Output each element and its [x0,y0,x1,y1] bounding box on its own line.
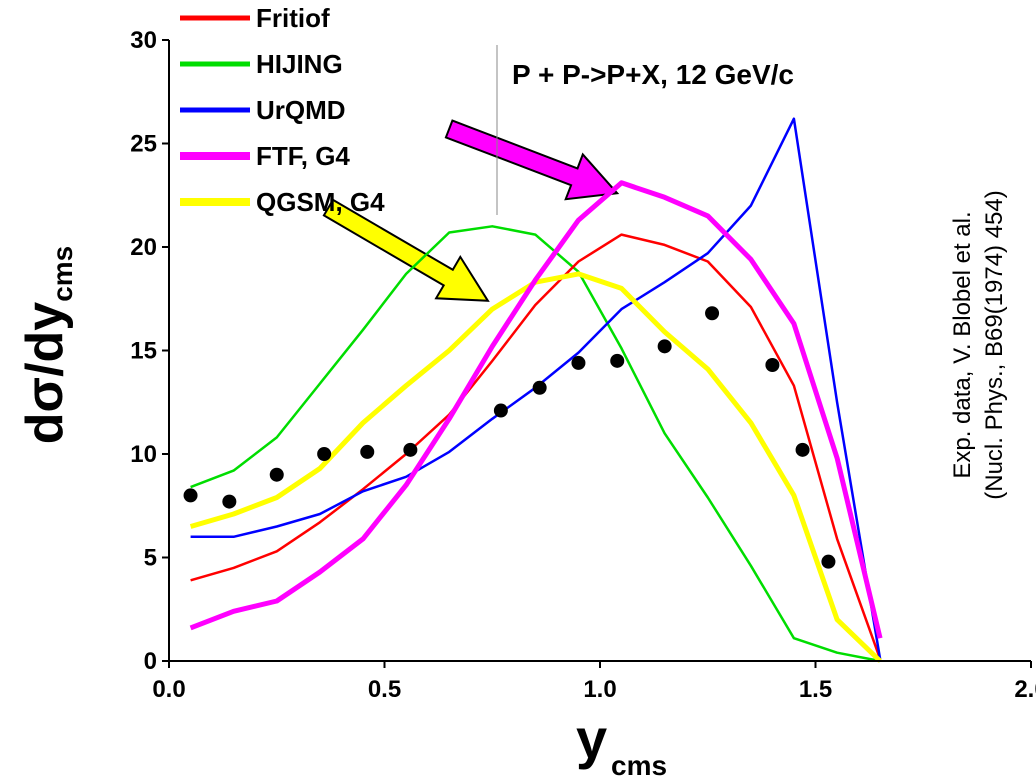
y-tick-label: 30 [130,27,157,54]
y-axis-title-sub: cms [47,246,78,302]
pointer-arrows [322,119,620,302]
series-line-hijing [190,225,881,663]
x-tick-label: 1.5 [799,676,832,703]
x-axis-title-main: y [576,707,607,770]
data-point [532,380,547,395]
legend-label-fritiof: Fritiof [256,3,330,33]
series-line-ftf-g4 [189,180,883,639]
legend-label-urqmd: UrQMD [256,95,346,125]
x-axis-title-sub: cms [611,750,667,779]
data-point [183,488,198,503]
data-point [610,353,625,368]
annotation-reaction: P + P->P+X, 12 GeV/c [512,59,794,90]
experimental-points [183,306,836,569]
data-point [795,442,810,457]
data-point [403,442,418,457]
data-point [360,444,375,459]
y-tick-label: 25 [130,131,157,158]
series-line-fritiof [190,233,882,660]
data-point [222,494,237,509]
legend-label-qgsm-g4: QGSM, G4 [256,187,385,217]
y-tick-label: 15 [130,338,157,365]
y-axis-title-main: dσ/dy [16,302,74,445]
reference-note: Exp. data, V. Blobel et al. (Nucl. Phys.… [949,190,1008,499]
x-tick-label: 0.5 [368,676,401,703]
reference-line-2: (Nucl. Phys., B69(1974) 454) [981,190,1008,499]
y-tick-label: 5 [144,545,157,572]
x-tick-label: 1.0 [583,676,616,703]
legend-label-ftf-g4: FTF, G4 [256,141,350,171]
y-axis-title: dσ/dycms [16,246,78,445]
series-line-qgsm-g4 [189,271,882,663]
legend: Fritiof HIJING UrQMD FTF, G4 QGSM, G4 [180,3,385,217]
svg-text:dσ/dycms: dσ/dycms [16,246,78,445]
arrow-ffff00 [322,198,490,302]
x-tick-label: 2.0 [1014,676,1036,703]
legend-label-hijing: HIJING [256,49,343,79]
reference-line-1: Exp. data, V. Blobel et al. [949,211,976,478]
axes: 0 5 10 15 20 25 30 0.0 0.5 1.0 1.5 2.0 [130,27,1036,703]
data-point [317,447,332,461]
x-tick-label: 0.0 [152,676,185,703]
data-point [657,339,672,354]
arrow-ff00ff [444,119,620,201]
data-point [571,355,586,370]
data-point [821,554,836,569]
data-point [269,467,284,482]
data-point [705,306,720,321]
data-point [493,403,508,418]
data-point [765,357,780,372]
y-tick-label: 0 [144,648,157,675]
y-tick-label: 10 [130,441,157,468]
y-tick-label: 20 [130,234,157,261]
